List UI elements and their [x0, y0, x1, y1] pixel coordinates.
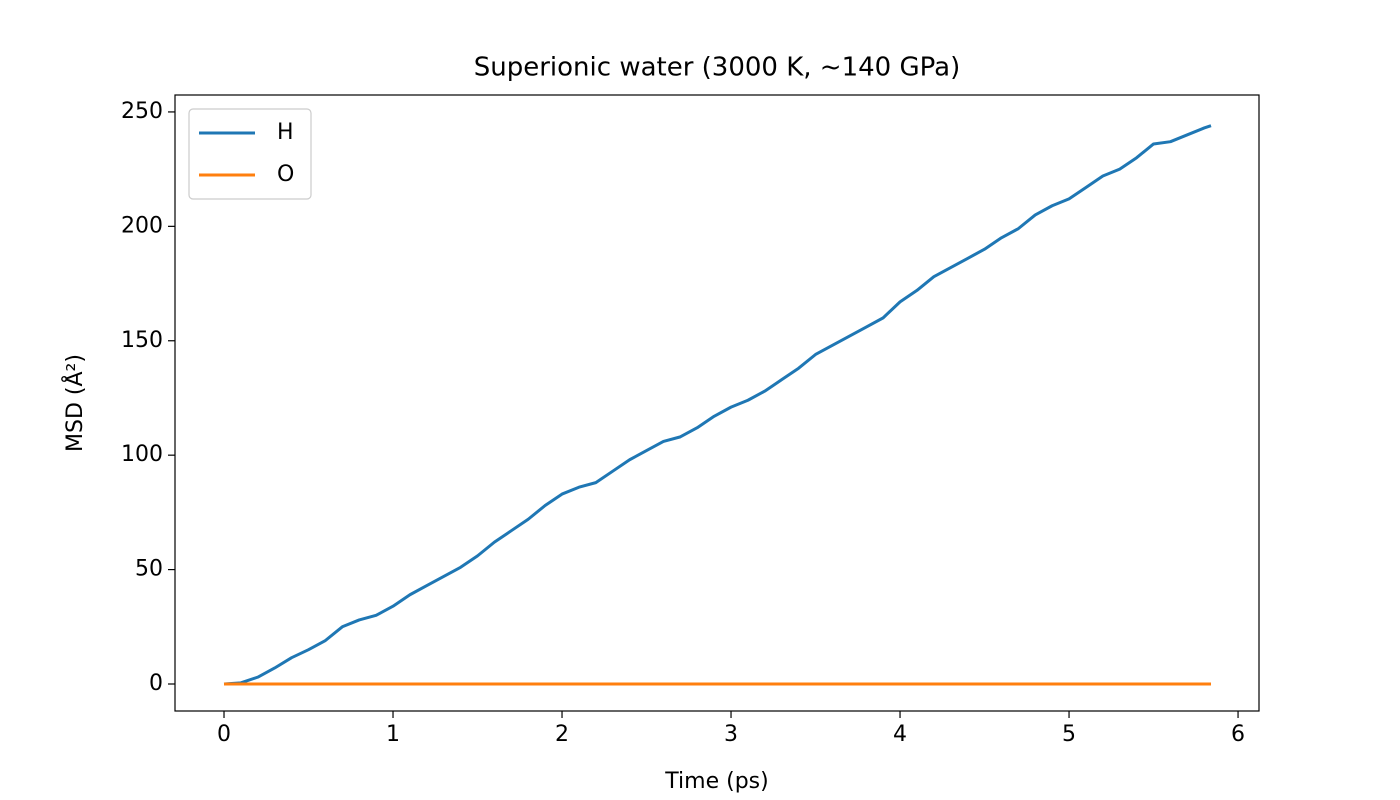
y-tick-label: 200 [121, 213, 163, 238]
x-axis-label: Time (ps) [664, 769, 768, 794]
plot-frame [174, 94, 1260, 712]
x-tick-label: 1 [386, 722, 400, 747]
y-tick-label: 0 [149, 671, 163, 696]
x-tick-label: 5 [1062, 722, 1076, 747]
x-tick-label: 0 [217, 722, 231, 747]
x-tick-label: 3 [724, 722, 738, 747]
x-tick-label: 6 [1231, 722, 1245, 747]
y-tick-label: 50 [135, 557, 163, 582]
y-axis-label: MSD (Å²) [61, 354, 88, 452]
series-line [223, 124, 1212, 686]
legend-label: H [277, 120, 294, 145]
y-tick-label: 250 [121, 99, 163, 124]
y-tick-label: 150 [121, 328, 163, 353]
chart-title: Superionic water (3000 K, ~140 GPa) [474, 53, 960, 83]
legend-label: O [277, 162, 294, 187]
x-tick-label: 4 [893, 722, 907, 747]
x-tick-label: 2 [555, 722, 569, 747]
y-tick-label: 100 [121, 442, 163, 467]
